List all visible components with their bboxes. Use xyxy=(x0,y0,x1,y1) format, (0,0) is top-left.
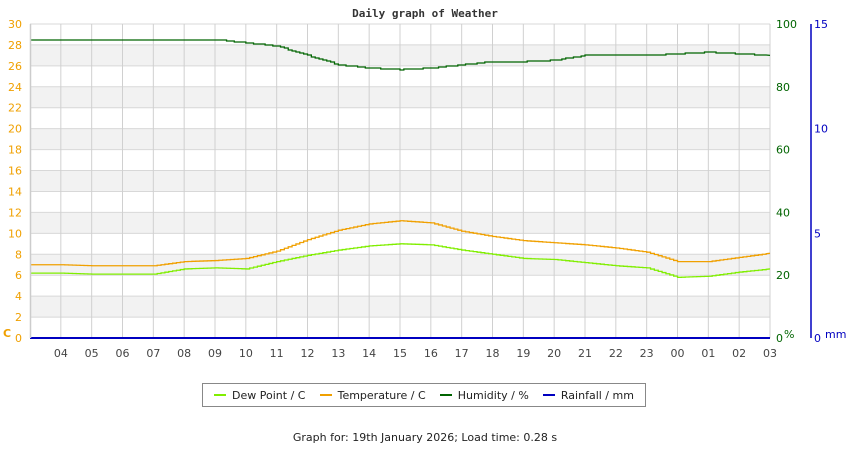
right-axis-ticks-humidity: 0 20 40 60 80 100 xyxy=(776,18,797,345)
rainfall-swatch-icon xyxy=(542,394,555,396)
temperature-swatch-icon xyxy=(319,394,332,396)
dew-point-swatch-icon xyxy=(214,394,227,396)
svg-text:07: 07 xyxy=(146,347,160,360)
legend-label: Dew Point / C xyxy=(232,388,306,402)
weather-chart: Daily graph of Weather 02468101214161820… xyxy=(3,7,846,360)
legend-label: Rainfall / mm xyxy=(560,388,634,402)
svg-text:08: 08 xyxy=(177,347,191,360)
svg-text:22: 22 xyxy=(8,102,22,115)
svg-text:30: 30 xyxy=(8,18,22,31)
svg-text:12: 12 xyxy=(301,347,315,360)
svg-text:15: 15 xyxy=(393,347,407,360)
svg-text:60: 60 xyxy=(776,144,790,157)
svg-text:0: 0 xyxy=(814,332,821,345)
x-axis-ticks: 04 05 06 07 08 09 10 11 12 13 14 15 16 17 18 19 20 21 22 23… xyxy=(54,347,777,360)
svg-text:20: 20 xyxy=(547,347,561,360)
right-axis-unit-label: % xyxy=(784,328,794,341)
svg-text:05: 05 xyxy=(85,347,99,360)
graph-footer: Graph for: 19th January 2026; Load time:… xyxy=(292,431,558,444)
legend-item-rainfall: Rainfall / mm xyxy=(542,388,634,402)
svg-text:09: 09 xyxy=(208,347,222,360)
legend-item-dew-point: Dew Point / C xyxy=(214,389,305,402)
svg-text:100: 100 xyxy=(776,18,797,31)
legend-label: Temperature / C xyxy=(337,388,426,402)
left-axis-unit-label: C xyxy=(3,327,11,340)
svg-text:11: 11 xyxy=(270,347,284,360)
svg-text:03: 03 xyxy=(763,347,777,360)
svg-text:12: 12 xyxy=(8,206,22,219)
svg-text:16: 16 xyxy=(8,165,22,178)
svg-text:00: 00 xyxy=(671,347,685,360)
svg-text:26: 26 xyxy=(8,60,22,73)
svg-text:20: 20 xyxy=(8,123,22,136)
legend-item-temperature: Temperature / C xyxy=(319,388,426,402)
svg-text:10: 10 xyxy=(239,347,253,360)
svg-text:04: 04 xyxy=(54,347,68,360)
svg-text:4: 4 xyxy=(15,290,22,303)
series-lines xyxy=(30,39,771,339)
chart-title: Daily graph of Weather xyxy=(352,7,498,20)
svg-text:0: 0 xyxy=(15,332,22,345)
svg-text:16: 16 xyxy=(424,347,438,360)
svg-text:21: 21 xyxy=(578,347,592,360)
svg-text:2: 2 xyxy=(15,311,22,324)
svg-text:20: 20 xyxy=(776,269,790,282)
svg-text:06: 06 xyxy=(116,347,130,360)
svg-text:5: 5 xyxy=(814,227,821,240)
svg-text:10: 10 xyxy=(8,227,22,240)
svg-text:14: 14 xyxy=(362,347,376,360)
svg-text:24: 24 xyxy=(8,81,22,94)
svg-text:40: 40 xyxy=(776,206,790,219)
svg-text:18: 18 xyxy=(486,347,500,360)
svg-text:15: 15 xyxy=(814,18,828,31)
legend-label: Humidity / % xyxy=(457,388,529,402)
svg-text:22: 22 xyxy=(609,347,623,360)
svg-text:14: 14 xyxy=(8,185,22,198)
svg-text:19: 19 xyxy=(516,347,530,360)
svg-text:80: 80 xyxy=(776,81,790,94)
rainfall-axis-unit-label: mm xyxy=(825,328,846,341)
svg-text:02: 02 xyxy=(732,347,746,360)
svg-text:01: 01 xyxy=(701,347,715,360)
svg-text:18: 18 xyxy=(8,144,22,157)
svg-text:13: 13 xyxy=(331,347,345,360)
humidity-swatch-icon xyxy=(439,394,452,396)
right-axis-ticks-rainfall: 0 5 10 15 xyxy=(814,18,828,345)
svg-text:28: 28 xyxy=(8,39,22,52)
svg-text:6: 6 xyxy=(15,269,22,282)
svg-text:17: 17 xyxy=(455,347,469,360)
svg-text:0: 0 xyxy=(776,332,783,345)
svg-text:10: 10 xyxy=(814,123,828,136)
chart-legend: Dew Point / C Temperature / C Humidity /… xyxy=(202,383,646,407)
svg-text:23: 23 xyxy=(640,347,654,360)
svg-text:8: 8 xyxy=(15,248,22,261)
legend-item-humidity: Humidity / % xyxy=(439,388,529,402)
